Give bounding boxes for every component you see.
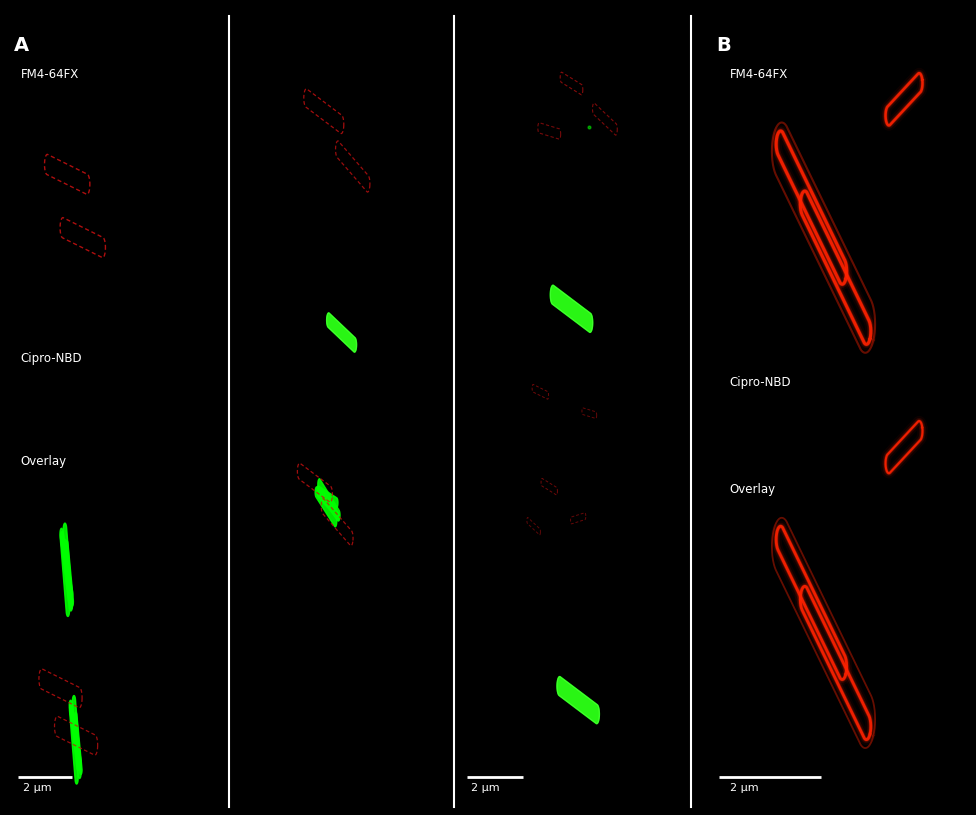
Polygon shape: [61, 531, 69, 616]
Text: A: A: [14, 36, 29, 55]
Text: 2 μm: 2 μm: [730, 782, 758, 793]
Polygon shape: [69, 704, 78, 784]
Polygon shape: [557, 676, 599, 724]
Polygon shape: [322, 491, 339, 521]
Polygon shape: [63, 540, 72, 609]
Polygon shape: [65, 540, 73, 606]
Text: Overlay: Overlay: [730, 482, 776, 496]
Polygon shape: [327, 313, 356, 352]
Polygon shape: [69, 700, 81, 768]
Text: Cipro-NBD: Cipro-NBD: [20, 352, 82, 365]
Text: 2 μm: 2 μm: [22, 782, 52, 793]
Polygon shape: [318, 489, 336, 515]
Polygon shape: [318, 478, 340, 521]
Polygon shape: [74, 712, 82, 774]
Polygon shape: [63, 523, 72, 611]
Text: FM4-64FX: FM4-64FX: [730, 68, 788, 81]
Polygon shape: [557, 676, 599, 724]
Text: B: B: [716, 36, 731, 55]
Text: FM4-64FX: FM4-64FX: [20, 68, 79, 81]
Polygon shape: [61, 536, 71, 603]
Polygon shape: [327, 313, 356, 352]
Polygon shape: [72, 695, 81, 778]
Text: 2 μm: 2 μm: [471, 782, 500, 793]
Polygon shape: [315, 487, 337, 526]
Polygon shape: [550, 285, 592, 333]
Text: Cipro-NBD: Cipro-NBD: [730, 376, 792, 389]
Polygon shape: [317, 486, 338, 508]
Text: Overlay: Overlay: [20, 455, 66, 468]
Polygon shape: [60, 528, 73, 600]
Polygon shape: [550, 285, 592, 333]
Polygon shape: [70, 707, 79, 771]
